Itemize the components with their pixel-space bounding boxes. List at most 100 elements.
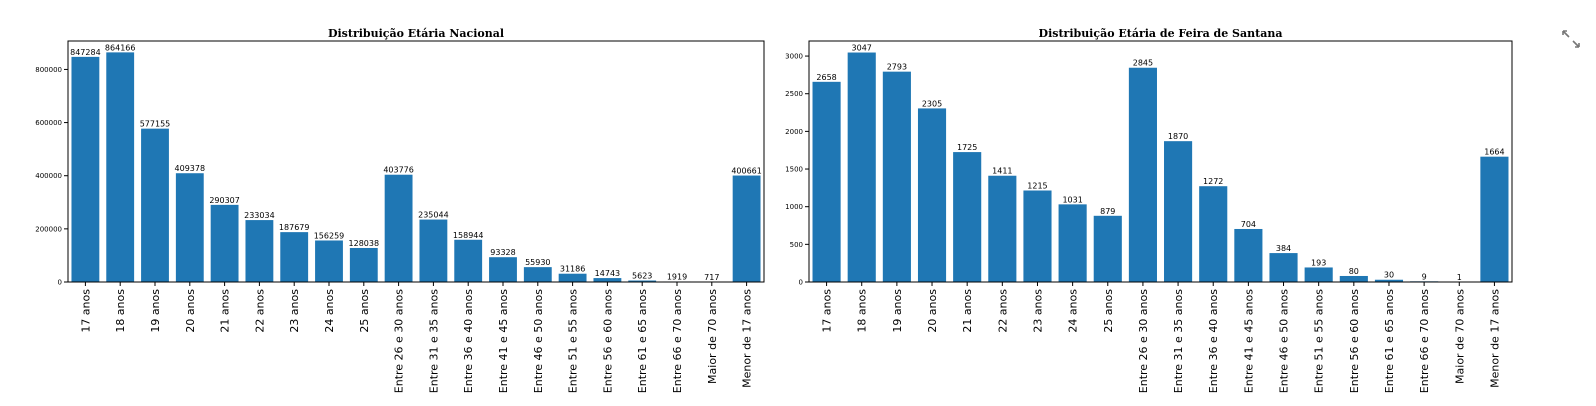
y-tick-label: 0 xyxy=(58,279,62,287)
bar xyxy=(245,220,274,282)
bar-value-label: 400661 xyxy=(731,167,762,176)
x-tick-label: Entre 36 e 40 anos xyxy=(462,289,475,393)
plot-frame xyxy=(67,40,765,283)
bar xyxy=(732,175,761,282)
bar-value-label: 290307 xyxy=(209,196,240,205)
bar xyxy=(523,267,552,282)
bar-value-label: 1411 xyxy=(992,167,1012,176)
x-tick-label: 19 anos xyxy=(149,289,162,333)
plot-frame xyxy=(808,40,1513,283)
bar-value-label: 30 xyxy=(1384,271,1394,280)
x-tick-label: 22 anos xyxy=(253,289,266,333)
x-tick-label: Entre 26 e 30 anos xyxy=(1137,289,1150,393)
bar-value-label: 187679 xyxy=(279,223,310,232)
bar-value-label: 3047 xyxy=(852,44,872,53)
bar xyxy=(1058,204,1087,282)
bar xyxy=(210,204,239,282)
bar xyxy=(882,71,911,282)
bar-value-label: 193 xyxy=(1311,258,1326,267)
bar-value-label: 864166 xyxy=(105,43,136,52)
x-tick-label: Entre 41 e 45 anos xyxy=(497,289,510,393)
bar-value-label: 1919 xyxy=(667,272,687,281)
x-tick-label: 25 anos xyxy=(358,289,371,333)
x-tick-label: 17 anos xyxy=(821,289,834,333)
x-tick-label: Menor de 17 anos xyxy=(741,289,754,388)
x-tick-label: Entre 51 e 55 anos xyxy=(567,289,580,393)
bar-value-label: 5623 xyxy=(632,272,652,281)
bar-value-label: 233034 xyxy=(244,211,275,220)
bar xyxy=(1480,156,1509,282)
bar xyxy=(489,257,517,282)
bar xyxy=(71,56,100,283)
x-tick-label: 20 anos xyxy=(184,289,197,333)
x-tick-label: 20 anos xyxy=(926,289,939,333)
bar-value-label: 2793 xyxy=(887,63,907,72)
bar-value-label: 1725 xyxy=(957,143,977,152)
bar xyxy=(1164,141,1193,282)
bar-value-label: 235044 xyxy=(418,211,449,220)
bar xyxy=(280,232,309,282)
bar-value-label: 55930 xyxy=(525,258,550,267)
y-tick-label: 600000 xyxy=(35,119,62,127)
y-tick-label: 200000 xyxy=(35,225,62,233)
x-tick-label: Entre 36 e 40 anos xyxy=(1207,289,1220,393)
bar xyxy=(812,81,841,283)
x-tick-label: Entre 66 e 70 anos xyxy=(1418,289,1431,393)
bar xyxy=(1304,267,1333,282)
bar-value-label: 156259 xyxy=(314,231,345,240)
x-tick-label: Maior de 70 anos xyxy=(706,289,719,384)
bar-value-label: 1272 xyxy=(1203,177,1223,186)
x-tick-label: 23 anos xyxy=(288,289,301,333)
bar-value-label: 1031 xyxy=(1062,195,1082,204)
bar xyxy=(847,52,876,282)
x-tick-label: 19 anos xyxy=(891,289,904,333)
x-tick-label: 25 anos xyxy=(1102,289,1115,333)
bar-value-label: 14743 xyxy=(595,269,620,278)
chart-title: Distribuição Etária Nacional xyxy=(328,27,504,40)
bar-value-label: 409378 xyxy=(175,164,206,173)
bar xyxy=(141,128,169,282)
bar xyxy=(558,273,587,282)
x-tick-label: Entre 51 e 55 anos xyxy=(1313,289,1326,393)
x-tick-label: 21 anos xyxy=(961,289,974,333)
bar xyxy=(1339,275,1368,282)
y-tick-label: 800000 xyxy=(35,66,62,74)
bar xyxy=(384,174,413,282)
bar-value-label: 2845 xyxy=(1133,59,1153,68)
bar-value-label: 577155 xyxy=(140,120,171,129)
bar-value-label: 704 xyxy=(1241,220,1256,229)
x-tick-label: Entre 56 e 60 anos xyxy=(1348,289,1361,393)
expand-icon[interactable] xyxy=(1562,30,1580,48)
y-tick-label: 500 xyxy=(790,241,803,249)
bar-value-label: 879 xyxy=(1100,207,1115,216)
bar-value-label: 384 xyxy=(1276,244,1291,253)
x-tick-label: 17 anos xyxy=(79,289,92,333)
y-tick-label: 3000 xyxy=(785,53,803,61)
bar-value-label: 80 xyxy=(1349,267,1359,276)
x-tick-label: Entre 66 e 70 anos xyxy=(671,289,684,393)
bar xyxy=(419,219,448,282)
y-tick-label: 1500 xyxy=(785,166,803,174)
x-tick-label: 23 anos xyxy=(1031,289,1044,333)
x-tick-label: 24 anos xyxy=(323,289,336,333)
chart-1: Distribuição Etária Nacional 847284 864166… xyxy=(35,27,765,393)
y-tick-label: 1000 xyxy=(785,203,803,211)
chart-2: Distribuição Etária de Feira de Santana 2… xyxy=(785,27,1513,393)
bar xyxy=(454,239,483,282)
bar xyxy=(988,175,1017,282)
x-tick-label: Entre 26 e 30 anos xyxy=(393,289,406,393)
y-tick-label: 2000 xyxy=(785,128,803,136)
bar xyxy=(1199,186,1228,282)
bar-value-label: 2305 xyxy=(922,99,942,108)
bar xyxy=(1128,67,1157,283)
x-tick-label: Entre 56 e 60 anos xyxy=(601,289,614,393)
bar xyxy=(953,152,982,282)
y-tick-label: 400000 xyxy=(35,172,62,180)
bar xyxy=(1093,215,1122,282)
x-tick-label: Entre 61 e 65 anos xyxy=(1383,289,1396,393)
x-tick-label: Maior de 70 anos xyxy=(1453,289,1466,384)
bar xyxy=(1374,279,1404,282)
x-tick-label: 21 anos xyxy=(219,289,232,333)
x-tick-label: Entre 41 e 45 anos xyxy=(1242,289,1255,393)
bar xyxy=(1023,190,1052,282)
